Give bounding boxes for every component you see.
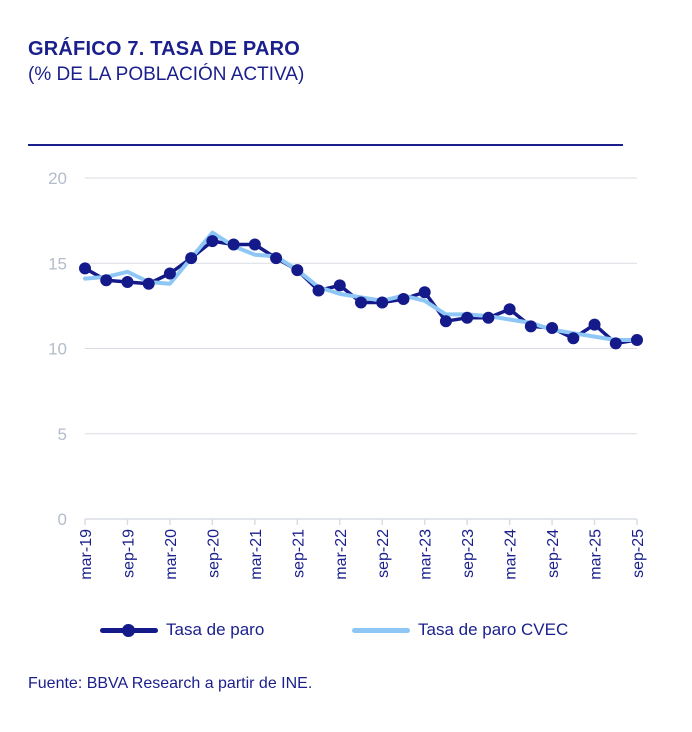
x-tick-label: sep-24 xyxy=(545,529,562,578)
x-tick-label: sep-22 xyxy=(375,529,392,578)
data-point-tasa-de-paro xyxy=(248,238,261,251)
x-tick-label: mar-19 xyxy=(78,529,95,580)
data-point-tasa-de-paro xyxy=(376,296,389,309)
legend-marker-dot xyxy=(122,623,135,637)
data-point-tasa-de-paro xyxy=(567,332,580,345)
title-divider xyxy=(28,144,623,146)
data-point-tasa-de-paro xyxy=(333,279,346,292)
x-tick-label: mar-21 xyxy=(248,529,265,580)
x-tick-label: mar-22 xyxy=(333,529,350,580)
source-note: Fuente: BBVA Research a partir de INE. xyxy=(28,675,313,692)
x-tick-label: sep-20 xyxy=(205,529,222,578)
x-tick-label: sep-21 xyxy=(290,529,307,578)
y-tick-label: 0 xyxy=(58,510,67,529)
data-point-tasa-de-paro xyxy=(100,274,113,287)
y-tick-label: 5 xyxy=(58,425,67,444)
grid-lines xyxy=(85,177,637,435)
legend-swatch-tasa-de-paro xyxy=(100,623,158,637)
data-point-tasa-de-paro xyxy=(397,293,410,306)
x-axis xyxy=(84,518,638,525)
data-point-tasa-de-paro xyxy=(206,235,219,248)
data-point-tasa-de-paro xyxy=(142,277,155,290)
chart-legend: Tasa de paro Tasa de paro CVEC xyxy=(0,620,692,646)
data-point-tasa-de-paro xyxy=(291,264,304,277)
legend-item-tasa-de-paro-cvec: Tasa de paro CVEC xyxy=(352,620,568,640)
chart-title: GRÁFICO 7. TASA DE PARO xyxy=(28,38,301,60)
data-point-tasa-de-paro xyxy=(185,252,198,265)
data-point-tasa-de-paro xyxy=(227,238,240,251)
data-point-tasa-de-paro xyxy=(503,303,516,316)
y-tick-label: 20 xyxy=(48,169,67,188)
x-tick-label: sep-25 xyxy=(630,529,647,578)
x-axis-ticks: mar-19 sep-19 mar-20 sep-20 mar-21 sep-21 mar-… xyxy=(78,529,647,580)
chart-subtitle: (% DE LA POBLACIÓN ACTIVA) xyxy=(28,64,305,85)
legend-label-tasa-de-paro: Tasa de paro xyxy=(166,620,265,639)
x-tick-label: mar-20 xyxy=(163,529,180,580)
data-point-tasa-de-paro xyxy=(631,333,643,346)
data-point-tasa-de-paro xyxy=(524,320,537,333)
data-point-tasa-de-paro xyxy=(482,311,495,324)
y-tick-label: 10 xyxy=(48,340,67,359)
line-chart: 0 5 10 15 20 mar-19 sep-19 mar-20 sep-20 mar-21 s… xyxy=(48,169,647,580)
y-axis-ticks: 0 5 10 15 20 xyxy=(48,169,67,529)
data-point-tasa-de-paro xyxy=(418,286,431,299)
data-point-tasa-de-paro xyxy=(79,262,91,275)
x-tick-label: sep-23 xyxy=(460,529,477,578)
data-point-tasa-de-paro xyxy=(609,337,622,350)
data-point-tasa-de-paro xyxy=(312,284,325,297)
legend-label-tasa-de-paro-cvec: Tasa de paro CVEC xyxy=(418,620,569,639)
series-layer xyxy=(79,230,643,350)
data-point-tasa-de-paro xyxy=(439,315,452,328)
data-point-tasa-de-paro xyxy=(270,252,283,265)
data-point-tasa-de-paro xyxy=(461,311,474,324)
data-point-tasa-de-paro xyxy=(163,267,176,280)
legend-item-tasa-de-paro: Tasa de paro xyxy=(100,620,264,640)
x-tick-label: mar-23 xyxy=(418,529,435,580)
data-point-tasa-de-paro xyxy=(121,276,134,289)
y-tick-label: 15 xyxy=(48,254,67,273)
data-point-tasa-de-paro xyxy=(355,296,367,309)
data-point-tasa-de-paro xyxy=(546,322,559,335)
x-tick-label: sep-19 xyxy=(120,529,137,578)
x-tick-label: mar-25 xyxy=(588,529,605,580)
data-point-tasa-de-paro xyxy=(588,318,601,331)
x-tick-label: mar-24 xyxy=(503,529,520,580)
legend-swatch-tasa-de-paro-cvec xyxy=(352,627,410,633)
